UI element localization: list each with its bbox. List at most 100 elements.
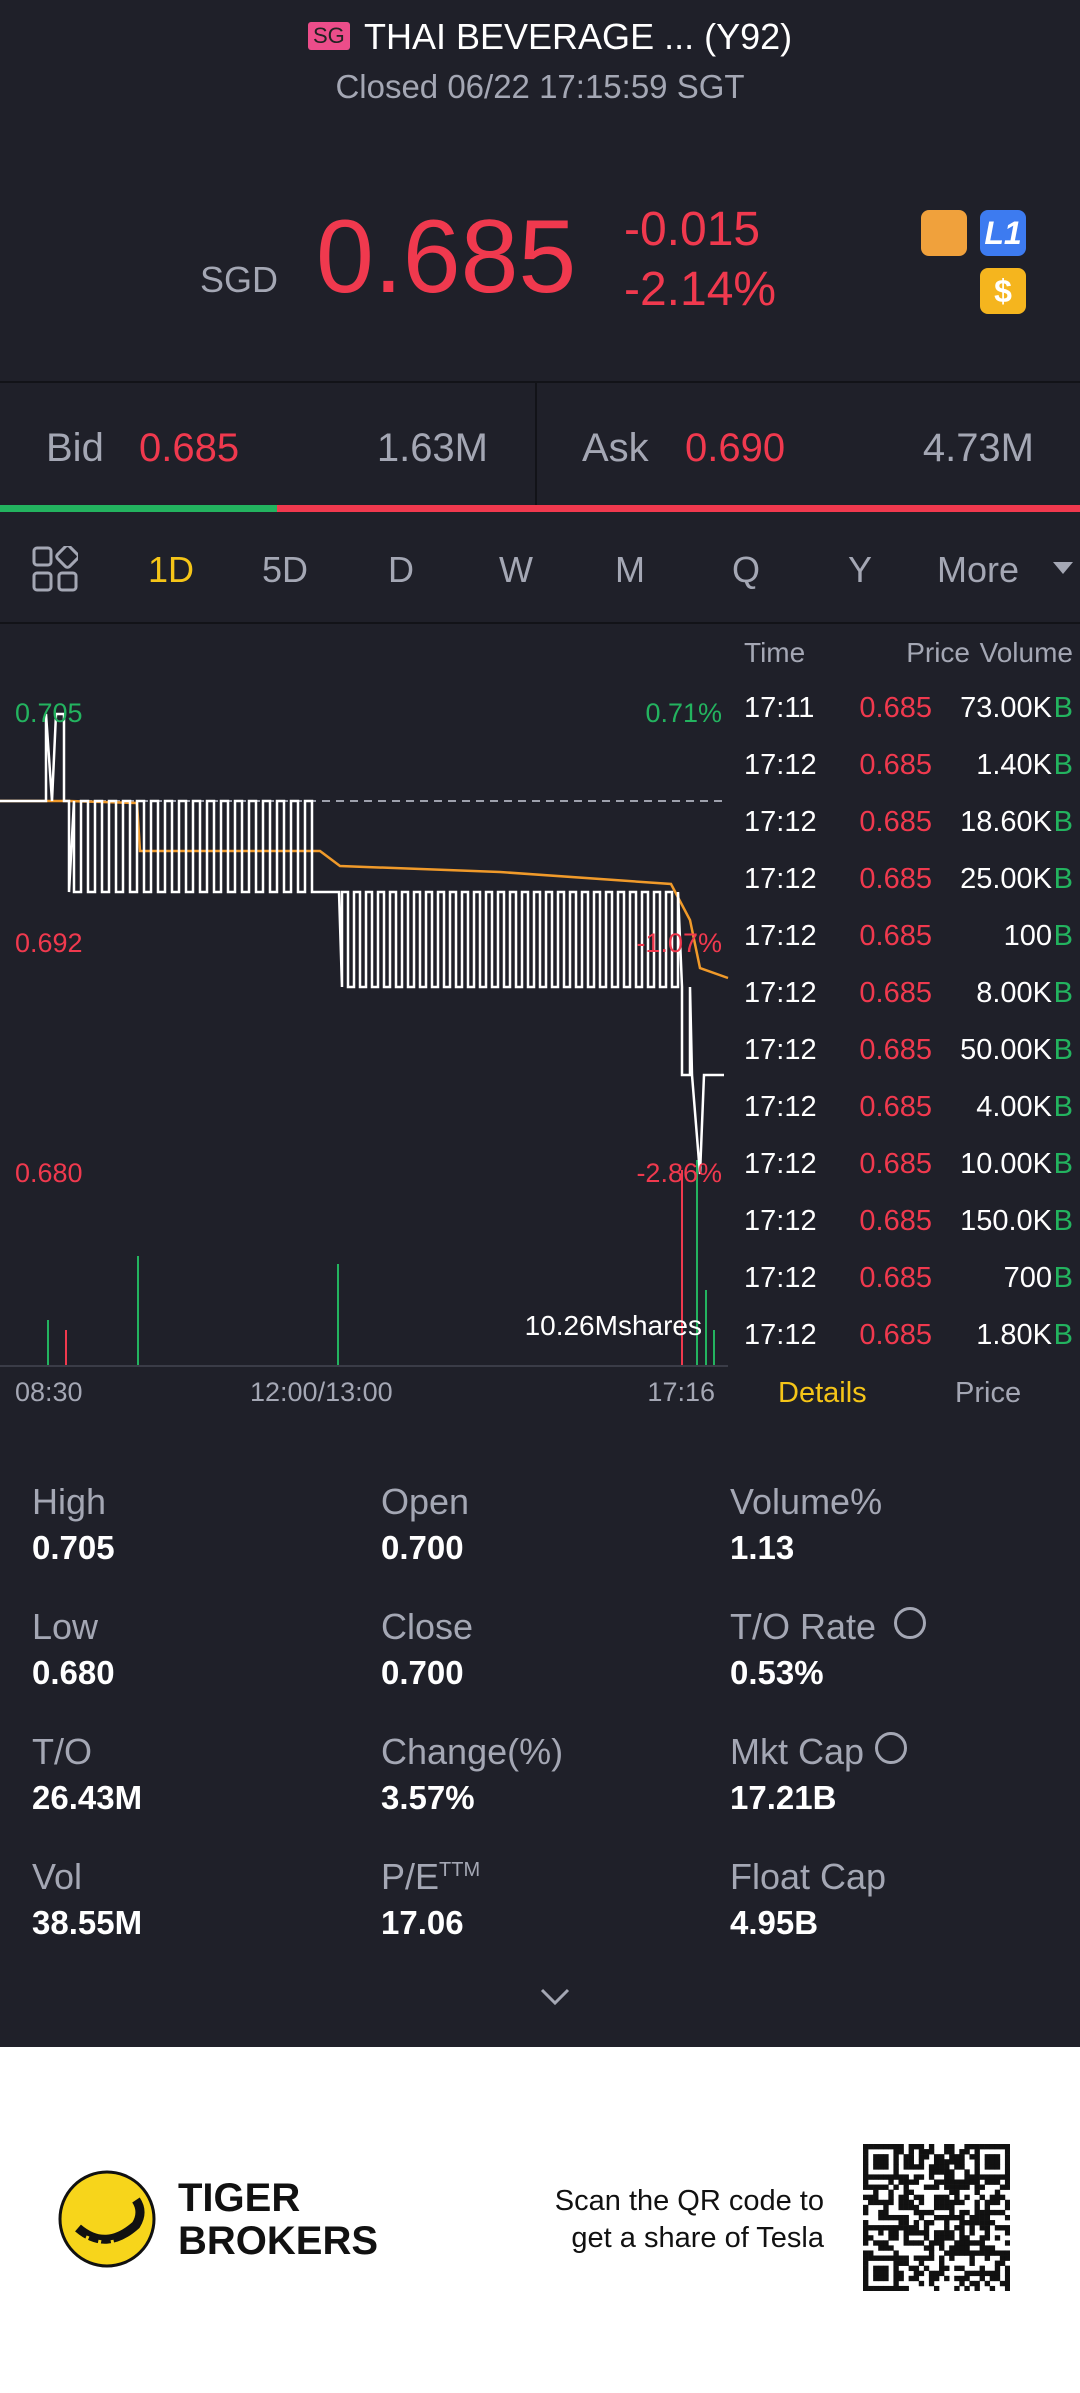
stat-label: P/ETTM	[381, 1856, 481, 1897]
qr-module	[979, 2265, 985, 2272]
trade-side: B	[1053, 692, 1073, 724]
qr-module	[898, 2144, 904, 2150]
qr-module	[863, 2260, 869, 2266]
qr-module	[888, 2179, 894, 2185]
qr-module	[974, 2159, 980, 2165]
qr-module	[873, 2240, 879, 2246]
qr-module	[863, 2149, 869, 2155]
qr-module	[989, 2159, 996, 2165]
tab[interactable]: Y	[847, 549, 872, 590]
qr-module	[918, 2199, 925, 2206]
qr-module	[989, 2194, 996, 2201]
expand-chevron[interactable]	[540, 1988, 570, 2006]
qr-module	[974, 2220, 980, 2226]
qr-module	[893, 2169, 899, 2175]
qr-module	[959, 2164, 965, 2170]
tab[interactable]: More	[936, 549, 1020, 590]
qr-module	[969, 2144, 975, 2150]
qr-module	[933, 2184, 940, 2190]
tab[interactable]: 5D	[261, 549, 309, 590]
qr-module	[928, 2245, 935, 2251]
qr-module	[923, 2245, 930, 2251]
tab[interactable]: M	[615, 549, 645, 590]
qr-module	[989, 2250, 996, 2256]
qr-module	[964, 2184, 970, 2190]
qr-module	[989, 2209, 996, 2216]
badge-l1[interactable]: L1	[980, 210, 1026, 256]
qr-module	[964, 2149, 970, 2155]
tab[interactable]: W	[499, 549, 533, 590]
qr-module	[999, 2225, 1006, 2231]
trade-side: B	[1053, 1205, 1073, 1237]
y-label: 0.680	[15, 1158, 83, 1188]
list-tab[interactable]: Details	[778, 1377, 867, 1409]
qr-module	[989, 2174, 996, 2180]
qr-module	[933, 2285, 940, 2291]
qr-module	[898, 2194, 904, 2201]
qr-module	[959, 2154, 965, 2160]
dropdown-arrow[interactable]	[1053, 562, 1073, 576]
qr-module	[898, 2260, 904, 2266]
stat-label-sup: TTM	[439, 1859, 481, 1881]
qr-module	[903, 2240, 909, 2246]
qr-module	[994, 2199, 1001, 2206]
icon-orange[interactable]	[921, 210, 967, 256]
qr-module	[868, 2199, 874, 2206]
qr-module	[908, 2149, 914, 2155]
qr-module	[994, 2275, 1001, 2282]
qr-module	[1004, 2164, 1010, 2170]
qr-module	[928, 2184, 935, 2190]
qr-module	[868, 2285, 874, 2291]
trade-side: B	[1053, 1319, 1073, 1351]
badge-dollar[interactable]: $	[980, 268, 1026, 314]
info-icon[interactable]	[875, 1732, 907, 1764]
trade-time: 17:12	[744, 1034, 817, 1066]
qr-module	[893, 2265, 899, 2272]
trade-time: 17:12	[744, 1091, 817, 1123]
average-line	[0, 799, 729, 980]
qr-module	[913, 2255, 920, 2261]
trade-volume: 18.60K	[960, 806, 1052, 838]
qr-module	[893, 2149, 899, 2155]
qr-module	[974, 2144, 980, 2150]
qr-module	[954, 2275, 960, 2282]
tab[interactable]: 1D	[147, 549, 195, 590]
qr-module	[949, 2174, 955, 2180]
qr-module	[863, 2144, 869, 2150]
info-icon[interactable]	[894, 1607, 926, 1639]
qr-module	[933, 2164, 940, 2170]
qr-module	[954, 2250, 960, 2256]
list-tab[interactable]: Price	[955, 1377, 1022, 1409]
qr-module	[883, 2214, 889, 2221]
qr-module	[999, 2209, 1006, 2216]
qr-module	[959, 2220, 965, 2226]
qr-module	[984, 2235, 991, 2241]
qr-module	[888, 2214, 894, 2221]
trade-volume: 150.0K	[960, 1205, 1052, 1237]
qr-module	[888, 2230, 894, 2236]
layout-icon[interactable]	[32, 546, 78, 592]
qr-module	[913, 2220, 920, 2226]
qr-module	[873, 2255, 879, 2261]
qr-module	[964, 2174, 970, 2180]
qr-module	[903, 2159, 909, 2165]
stat-label: Low	[32, 1606, 99, 1647]
qr-module	[979, 2245, 985, 2251]
qr-module	[873, 2184, 879, 2190]
qr-module	[883, 2204, 889, 2211]
qr-module	[883, 2265, 889, 2272]
qr-module	[878, 2184, 884, 2190]
qr-module	[1004, 2265, 1010, 2272]
bid-bar	[0, 505, 277, 512]
trade-price: 0.685	[859, 977, 932, 1009]
y-label: 0.705	[15, 698, 83, 728]
qr-module	[898, 2179, 904, 2185]
qr-module	[883, 2144, 889, 2150]
stock-title[interactable]: THAI BEVERAGE ... (Y92)	[364, 16, 793, 57]
tab[interactable]: Q	[731, 549, 760, 590]
qr-module	[888, 2199, 894, 2206]
tab[interactable]: D	[388, 549, 414, 590]
volume-label: 10.26Mshares	[524, 1310, 702, 1341]
qr-module	[878, 2245, 884, 2251]
brand-line: TIGER	[178, 2176, 301, 2220]
